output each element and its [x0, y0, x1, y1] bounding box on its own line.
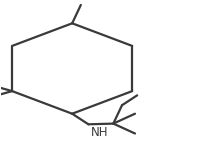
Text: NH: NH [91, 126, 109, 139]
